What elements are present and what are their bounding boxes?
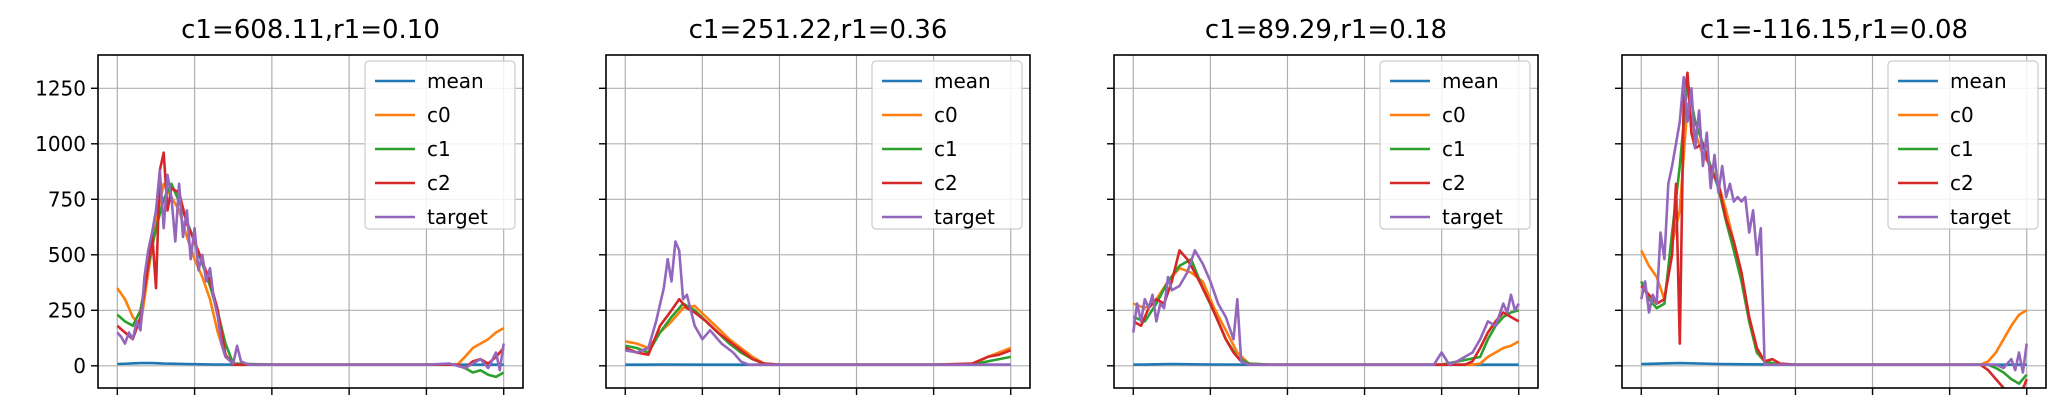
subplot-2: c1=251.22,r1=0.36 mean c0 c1 c2 target xyxy=(599,15,1031,395)
legend-label-c1: c1 xyxy=(427,137,451,161)
subplot-title: c1=-116.15,r1=0.08 xyxy=(1700,15,1968,45)
series-line-target xyxy=(116,169,505,372)
axes-frame xyxy=(97,54,524,389)
legend-label-mean: mean xyxy=(427,69,484,93)
axes-frame xyxy=(1621,54,2047,389)
series-group xyxy=(1132,249,1520,367)
legend-label-c0: c0 xyxy=(934,103,958,127)
y-tick-label: 1000 xyxy=(35,132,86,156)
legend-label-c2: c2 xyxy=(427,171,451,195)
legend-label-target: target xyxy=(427,205,488,229)
series-group xyxy=(1640,71,2028,388)
subplot-3: c1=89.29,r1=0.18 mean c0 c1 c2 target xyxy=(1107,15,1539,395)
legend-label-c1: c1 xyxy=(934,137,958,161)
series-group xyxy=(624,240,1012,367)
legend-label-mean: mean xyxy=(1442,69,1499,93)
legend-label-c0: c0 xyxy=(427,103,451,127)
series-group xyxy=(116,151,505,379)
axes-frame xyxy=(1113,54,1539,389)
legend-label-c0: c0 xyxy=(1442,103,1466,127)
legend-label-c0: c0 xyxy=(1950,103,1974,127)
subplot-title: c1=251.22,r1=0.36 xyxy=(689,15,948,45)
y-tick-label: 1250 xyxy=(35,76,86,100)
y-tick-label: 500 xyxy=(48,243,86,267)
subplot-1: 0 250 500 750 1000 1250 c1=608.11,r1=0.10 mean c… xyxy=(35,15,524,395)
series-line-target xyxy=(1640,75,2028,374)
legend-box xyxy=(1887,60,2039,230)
series-line-target xyxy=(1132,249,1520,367)
y-tick-label: 250 xyxy=(48,298,86,322)
y-tick-label: 0 xyxy=(73,354,86,378)
legend-box xyxy=(871,60,1023,230)
series-line-c2 xyxy=(1640,71,2028,388)
legend: mean c0 c1 c2 target xyxy=(364,60,516,230)
subplot-title: c1=608.11,r1=0.10 xyxy=(181,15,440,45)
legend-label-mean: mean xyxy=(934,69,991,93)
legend-label-c2: c2 xyxy=(1442,171,1466,195)
legend-label-target: target xyxy=(934,205,995,229)
legend-box xyxy=(1379,60,1531,230)
series-line-c2 xyxy=(1132,249,1520,367)
legend-label-c2: c2 xyxy=(934,171,958,195)
legend-label-mean: mean xyxy=(1950,69,2007,93)
legend-label-c1: c1 xyxy=(1950,137,1974,161)
legend-label-target: target xyxy=(1950,205,2011,229)
legend-box xyxy=(364,60,516,230)
subplot-title: c1=89.29,r1=0.18 xyxy=(1205,15,1447,45)
legend-label-target: target xyxy=(1442,205,1503,229)
legend: mean c0 c1 c2 target xyxy=(1379,60,1531,230)
series-line-target xyxy=(625,240,1011,367)
subplot-4: c1=-116.15,r1=0.08 mean c0 c1 c2 target xyxy=(1615,15,2047,395)
axes-frame xyxy=(605,54,1031,389)
y-tick-label: 750 xyxy=(48,187,86,211)
legend: mean c0 c1 c2 target xyxy=(871,60,1023,230)
legend: mean c0 c1 c2 target xyxy=(1887,60,2039,230)
legend-label-c2: c2 xyxy=(1950,171,1974,195)
legend-label-c1: c1 xyxy=(1442,137,1466,161)
